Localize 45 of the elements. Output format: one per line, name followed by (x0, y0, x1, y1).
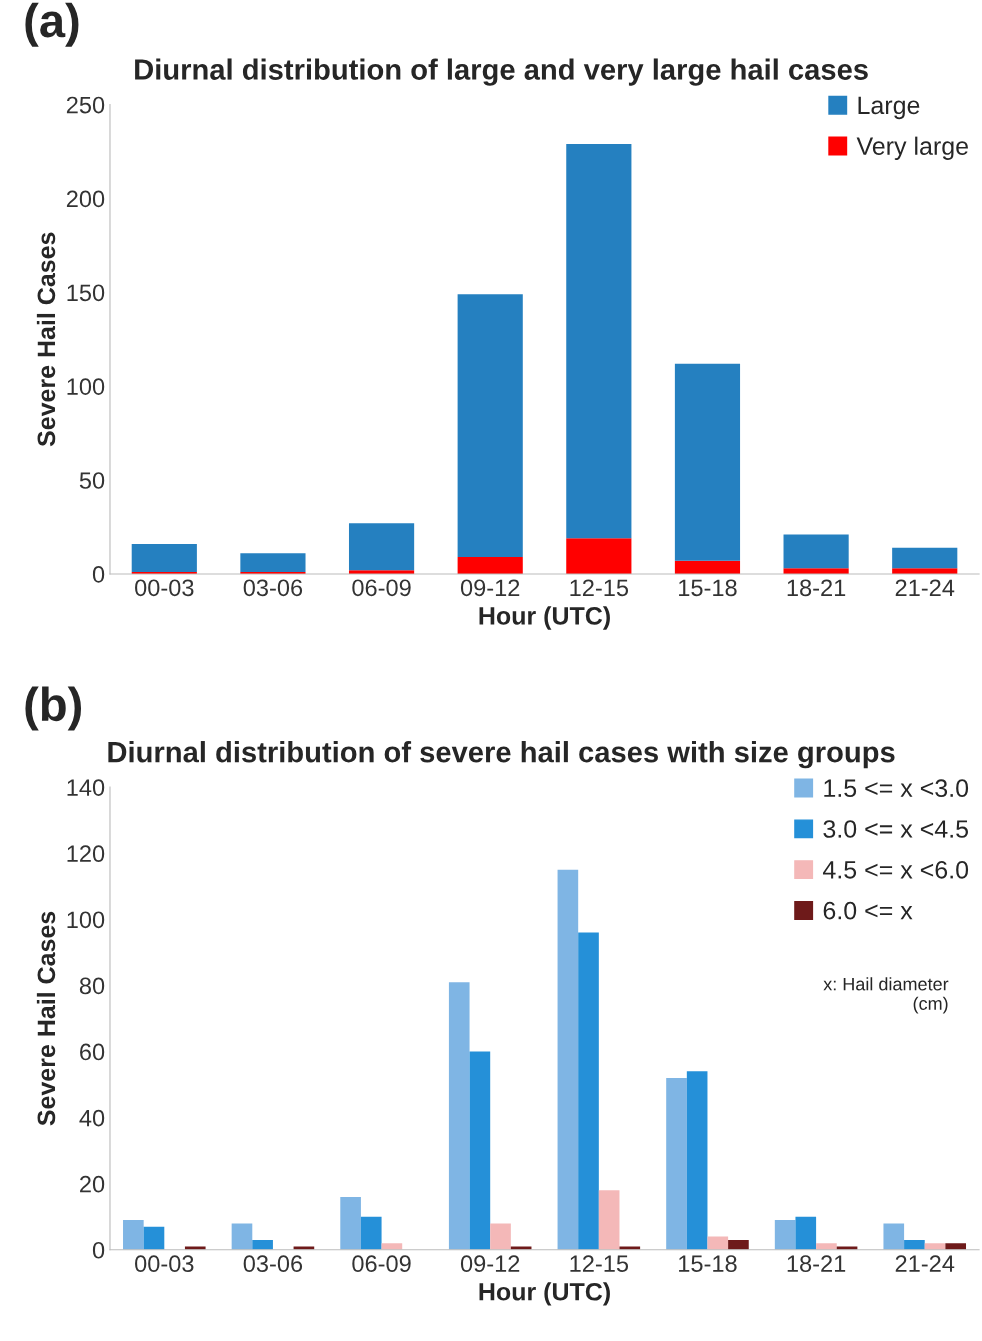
y-axis-title: Severe Hail Cases (36, 911, 56, 1126)
x-tick-label: 09-12 (460, 579, 520, 597)
y-tick-label: 40 (79, 1109, 105, 1127)
x-tick-label: 15-18 (679, 579, 737, 597)
x-tick-label: 18-21 (787, 579, 846, 597)
x-tick-label: 12-15 (570, 579, 629, 597)
y-tick-label: 100 (67, 911, 105, 929)
x-axis-title: Hour (UTC) (479, 606, 610, 630)
x-tick-label: 09-12 (460, 1255, 520, 1273)
x-tick-label: 00-03 (135, 1255, 194, 1273)
y-tick-label: 0 (92, 566, 105, 583)
x-tick-label: 21-24 (895, 579, 955, 596)
x-tick-label: 12-15 (570, 1255, 629, 1273)
legend-label: Very large (856, 136, 968, 160)
y-tick-label: 150 (67, 284, 105, 302)
legend-label: Large (858, 96, 920, 120)
x-tick-label: 03-06 (243, 1255, 303, 1273)
y-tick-label: 80 (79, 977, 105, 995)
y-tick-label: 50 (79, 472, 105, 489)
y-tick-label: 250 (66, 96, 105, 114)
chart-title: Diurnal distribution of large and very large hail cases (135, 58, 868, 86)
annotation: x: Hail diameter (cm) (823, 977, 949, 1014)
y-tick-label: 140 (67, 779, 105, 796)
legend-label: 3.0 <= x <4.5 (823, 820, 969, 838)
y-tick-label: 60 (80, 1043, 105, 1061)
legend-label: 6.0 <= x (823, 901, 913, 920)
y-tick-label: 0 (92, 1241, 105, 1259)
text: (b) (25, 686, 82, 731)
x-tick-label: 15-18 (679, 1255, 737, 1273)
y-tick-label: 120 (67, 845, 105, 863)
x-tick-label: 03-06 (243, 579, 303, 597)
y-tick-label: 200 (66, 190, 105, 208)
x-tick-label: 00-03 (135, 579, 194, 597)
y-axis-title: Severe Hail Cases (36, 232, 56, 447)
x-tick-label: 21-24 (895, 1255, 955, 1272)
y-tick-label: 100 (67, 378, 105, 395)
legend-label: 4.5 <= x <6.0 (822, 860, 969, 879)
chart-title: Diurnal distribution of severe hail cases with size groups (108, 741, 895, 769)
x-tick-label: 06-09 (352, 1255, 411, 1273)
x-tick-label: 18-21 (787, 1255, 846, 1273)
text: (a) (25, 2, 79, 47)
x-axis-title: Hour (UTC) (479, 1282, 610, 1306)
x-tick-label: 06-09 (352, 579, 411, 597)
y-tick-label: 20 (80, 1175, 105, 1193)
legend-label: 1.5 <= x <3.0 (824, 779, 969, 798)
